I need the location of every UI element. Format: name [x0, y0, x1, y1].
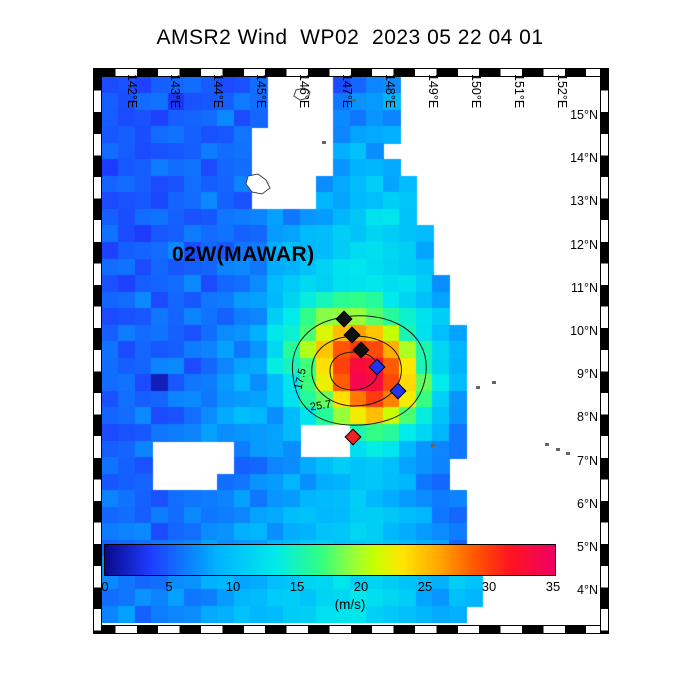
storm-name-label: 02W(MAWAR) [172, 243, 315, 266]
frame-tick-band-bottom [93, 625, 609, 634]
frame-tick-band-top [93, 68, 609, 77]
frame-tick-band-left [93, 68, 102, 634]
colorbar-gradient [105, 545, 555, 575]
frame-tick-band-right [600, 68, 609, 634]
colorbar-border [104, 544, 556, 576]
map-frame [93, 68, 609, 634]
chart-title: AMSR2 Wind WP02 2023 05 22 04 01 [156, 26, 544, 49]
wind-heatmap-canvas [102, 77, 598, 623]
